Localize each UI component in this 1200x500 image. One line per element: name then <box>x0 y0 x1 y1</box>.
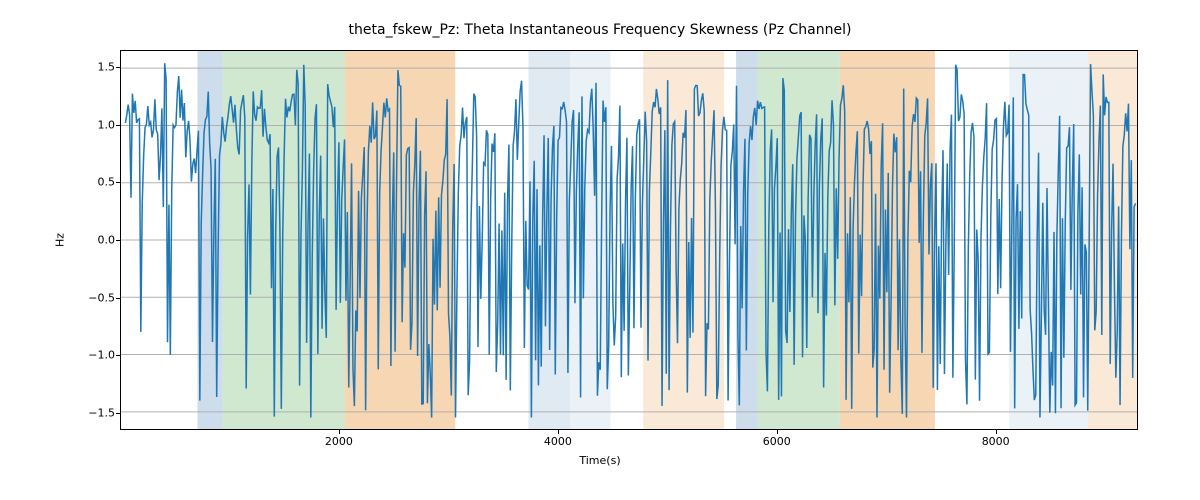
y-tick-label: 1.5 <box>75 61 115 74</box>
chart-title: theta_fskew_Pz: Theta Instantaneous Freq… <box>0 22 1200 38</box>
plot-area <box>120 50 1138 430</box>
y-tick-label: −1.5 <box>75 406 115 419</box>
y-tick-label: 0.0 <box>75 234 115 247</box>
x-tick-label: 6000 <box>763 435 791 448</box>
x-tick-label: 2000 <box>325 435 353 448</box>
y-tick <box>116 298 120 299</box>
y-tick <box>116 125 120 126</box>
y-tick <box>116 182 120 183</box>
y-tick-label: −1.0 <box>75 349 115 362</box>
y-tick <box>116 413 120 414</box>
x-tick-label: 8000 <box>982 435 1010 448</box>
y-axis-label: Hz <box>54 233 67 247</box>
x-tick <box>558 430 559 434</box>
time-series-line <box>121 51 1137 429</box>
x-tick-label: 4000 <box>544 435 572 448</box>
y-tick-label: −0.5 <box>75 291 115 304</box>
x-tick <box>996 430 997 434</box>
figure: theta_fskew_Pz: Theta Instantaneous Freq… <box>0 0 1200 500</box>
x-tick <box>339 430 340 434</box>
y-tick-label: 0.5 <box>75 176 115 189</box>
y-tick <box>116 67 120 68</box>
x-tick <box>777 430 778 434</box>
y-tick <box>116 355 120 356</box>
x-axis-label: Time(s) <box>0 454 1200 467</box>
y-tick-label: 1.0 <box>75 118 115 131</box>
y-tick <box>116 240 120 241</box>
